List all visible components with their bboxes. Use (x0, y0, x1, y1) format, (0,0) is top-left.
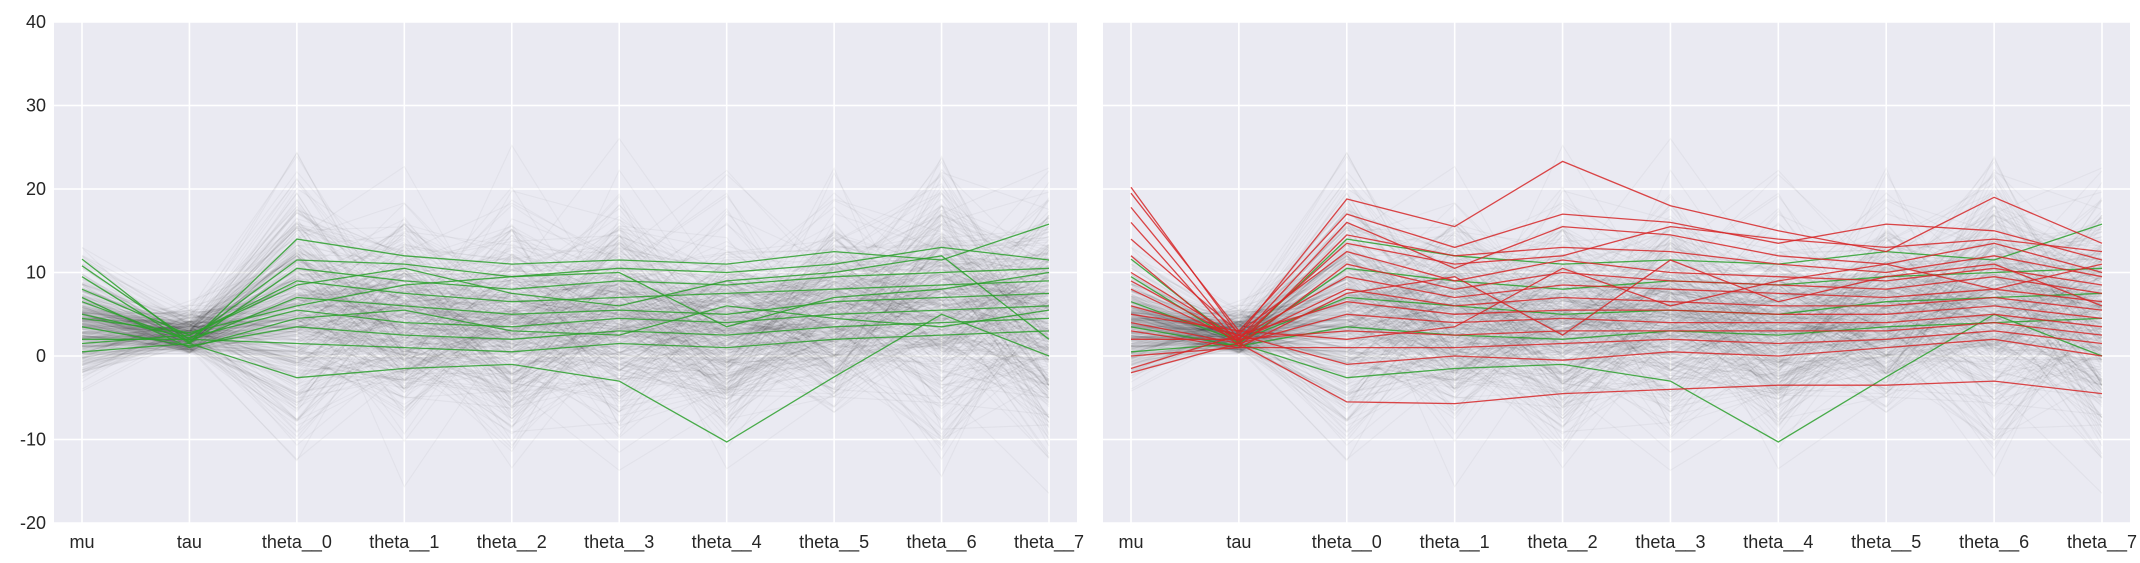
series-line (1130, 342, 2103, 405)
series-line (81, 313, 1050, 443)
series-line (1130, 160, 2103, 337)
series-line (1130, 292, 2103, 342)
x-tick-label: theta__7 (2067, 532, 2137, 553)
left-panel: mu tau theta__0 theta__1 theta__2 theta__3 the… (20, 12, 1084, 553)
plot-area (81, 223, 1050, 443)
series-line (1130, 263, 2103, 340)
x-tick-label: theta__5 (1851, 532, 1921, 553)
x-tick-label: theta__0 (262, 532, 332, 553)
x-tick-label: theta__4 (692, 532, 762, 553)
series-line (1130, 225, 2103, 341)
series-line (81, 296, 1050, 349)
x-tick-label: mu (69, 532, 94, 552)
series-line (81, 267, 1050, 345)
series-line (1130, 221, 2103, 345)
x-tick-label: theta__6 (1959, 532, 2029, 553)
y-tick-label: -10 (20, 430, 46, 450)
x-tick-label: tau (177, 532, 202, 552)
y-tick-label: 20 (26, 179, 46, 199)
y-tick-label: 0 (36, 346, 46, 366)
series-line (1130, 313, 2103, 443)
series-line (1130, 317, 2103, 347)
series-line (81, 317, 1050, 347)
x-tick-label: theta__2 (1528, 532, 1598, 553)
series-line (1130, 288, 2103, 342)
series-line (1130, 259, 2103, 349)
y-tick-label: 30 (26, 96, 46, 116)
right-panel: mu tau theta__0 theta__1 theta__2 theta__3 the… (1103, 21, 2137, 553)
series-line (81, 255, 1050, 345)
series-line (82, 330, 1050, 353)
x-tick-label: tau (1226, 532, 1251, 552)
x-tick-label: theta__3 (584, 532, 654, 553)
x-tick-label: mu (1118, 532, 1143, 552)
x-tick-label: theta__4 (1743, 532, 1813, 553)
plot-area (1130, 160, 2103, 443)
x-tick-label: theta__1 (1420, 532, 1490, 553)
series-line (81, 305, 1050, 339)
x-tick-label: theta__0 (1312, 532, 1382, 553)
series-line (1130, 192, 2103, 332)
x-tick-label: theta__6 (907, 532, 977, 553)
series-line (1130, 334, 2103, 370)
series-line (1130, 330, 2103, 357)
x-tick-label: theta__5 (799, 532, 869, 553)
x-tick-label: theta__1 (369, 532, 439, 553)
series-line (1130, 255, 2103, 347)
x-tick-label: theta__7 (1014, 532, 1084, 553)
series-line (1130, 313, 2103, 345)
series-line (1130, 206, 2103, 341)
series-line (1130, 301, 2103, 336)
x-tick-label: theta__3 (1635, 532, 1705, 553)
y-tick-label: 10 (26, 263, 46, 283)
series-line (81, 246, 1050, 341)
x-tick-label: theta__2 (477, 532, 547, 553)
y-tick-label: -20 (20, 513, 46, 533)
y-tick-label: 40 (26, 12, 46, 32)
series-line (81, 271, 1050, 334)
